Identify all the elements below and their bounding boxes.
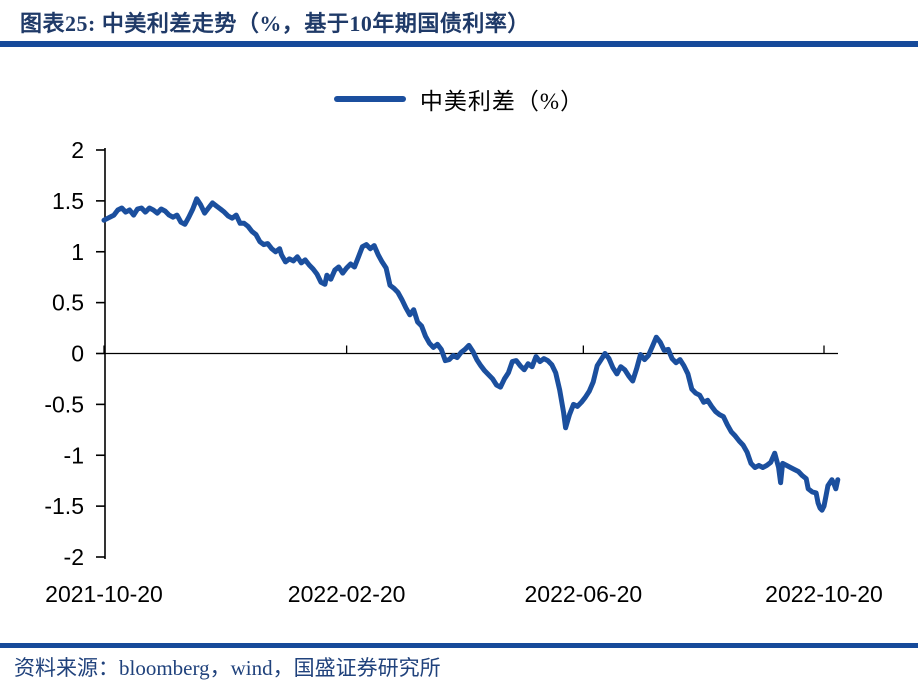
y-axis-tick-label: 0.5 (52, 290, 84, 316)
legend-label: 中美利差（%） (419, 89, 585, 114)
y-axis-tick-label: -2 (64, 544, 84, 570)
y-axis-tick-label: -0.5 (44, 391, 84, 417)
y-axis-tick-label: 1.5 (52, 188, 84, 214)
y-axis-tick-label: 1 (71, 239, 84, 265)
y-axis-tick-label: -1 (64, 442, 84, 468)
y-axis-tick-label: -1.5 (44, 493, 84, 519)
spread-data-line (101, 196, 841, 513)
x-axis-tick-label: 2022-10-20 (765, 581, 883, 607)
x-axis-tick-label: 2022-06-20 (525, 581, 643, 607)
chart-legend: 中美利差（%） (0, 82, 918, 116)
figure-title: 图表25: 中美利差走势（%，基于10年期国债利率） (20, 11, 530, 36)
y-axis-tick-label: 2 (71, 137, 84, 163)
top-divider (0, 41, 918, 47)
bottom-divider (0, 643, 918, 648)
y-axis-tick-label: 0 (71, 341, 84, 367)
legend-line-swatch (333, 96, 406, 102)
x-axis-tick-label: 2022-02-20 (288, 581, 406, 607)
x-axis-tick-label: 2021-10-20 (45, 581, 163, 607)
source-note: 资料来源：bloomberg，wind，国盛证券研究所 (14, 656, 441, 680)
